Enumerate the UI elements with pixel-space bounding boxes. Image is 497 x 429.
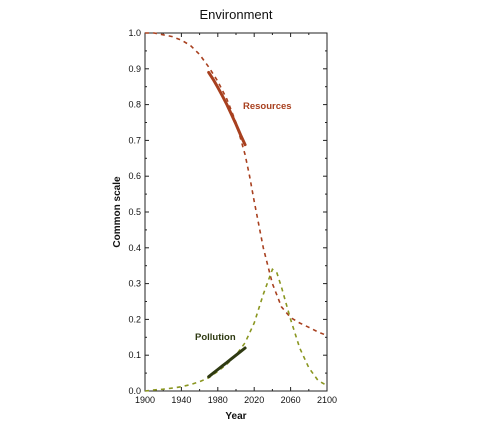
x-axis: 1900 1940 1980 2020 2060 2100 bbox=[135, 33, 337, 405]
chart-title: Environment bbox=[200, 7, 273, 22]
y-tick-label: 0.5 bbox=[128, 207, 141, 217]
series-label-resources: Resources bbox=[243, 101, 292, 112]
y-tick-label: 0.9 bbox=[128, 64, 141, 74]
y-tick-label: 0.2 bbox=[128, 314, 141, 324]
x-tick-label: 1940 bbox=[171, 395, 191, 405]
y-tick-label: 0.1 bbox=[128, 350, 141, 360]
y-tick-label: 0.6 bbox=[128, 171, 141, 181]
x-tick-label: 1900 bbox=[135, 395, 155, 405]
x-tick-label: 2100 bbox=[317, 395, 337, 405]
x-tick-label: 2020 bbox=[244, 395, 264, 405]
y-tick-label: 0.0 bbox=[128, 386, 141, 396]
y-tick-label: 0.8 bbox=[128, 100, 141, 110]
y-tick-label: 0.3 bbox=[128, 279, 141, 289]
y-axis-title: Common scale bbox=[112, 176, 123, 248]
y-tick-label: 0.4 bbox=[128, 243, 141, 253]
series-resources-model bbox=[145, 32, 328, 337]
series-pollution-observed bbox=[207, 346, 247, 379]
x-tick-label: 2060 bbox=[281, 395, 301, 405]
x-tick-label: 1980 bbox=[208, 395, 228, 405]
y-tick-label: 1.0 bbox=[128, 28, 141, 38]
y-axis: 0.0 0.1 0.2 0.3 0.4 0.5 0.6 0.7 0.8 0.9 1.0 bbox=[128, 28, 327, 396]
y-tick-label: 0.7 bbox=[128, 135, 141, 145]
plot-area bbox=[144, 32, 328, 392]
x-axis-title: Year bbox=[225, 411, 246, 422]
plot-border bbox=[144, 32, 328, 392]
series-resources-observed bbox=[207, 70, 247, 147]
series-layer bbox=[144, 32, 328, 392]
series-pollution-model bbox=[144, 267, 328, 392]
series-label-pollution: Pollution bbox=[195, 332, 236, 343]
